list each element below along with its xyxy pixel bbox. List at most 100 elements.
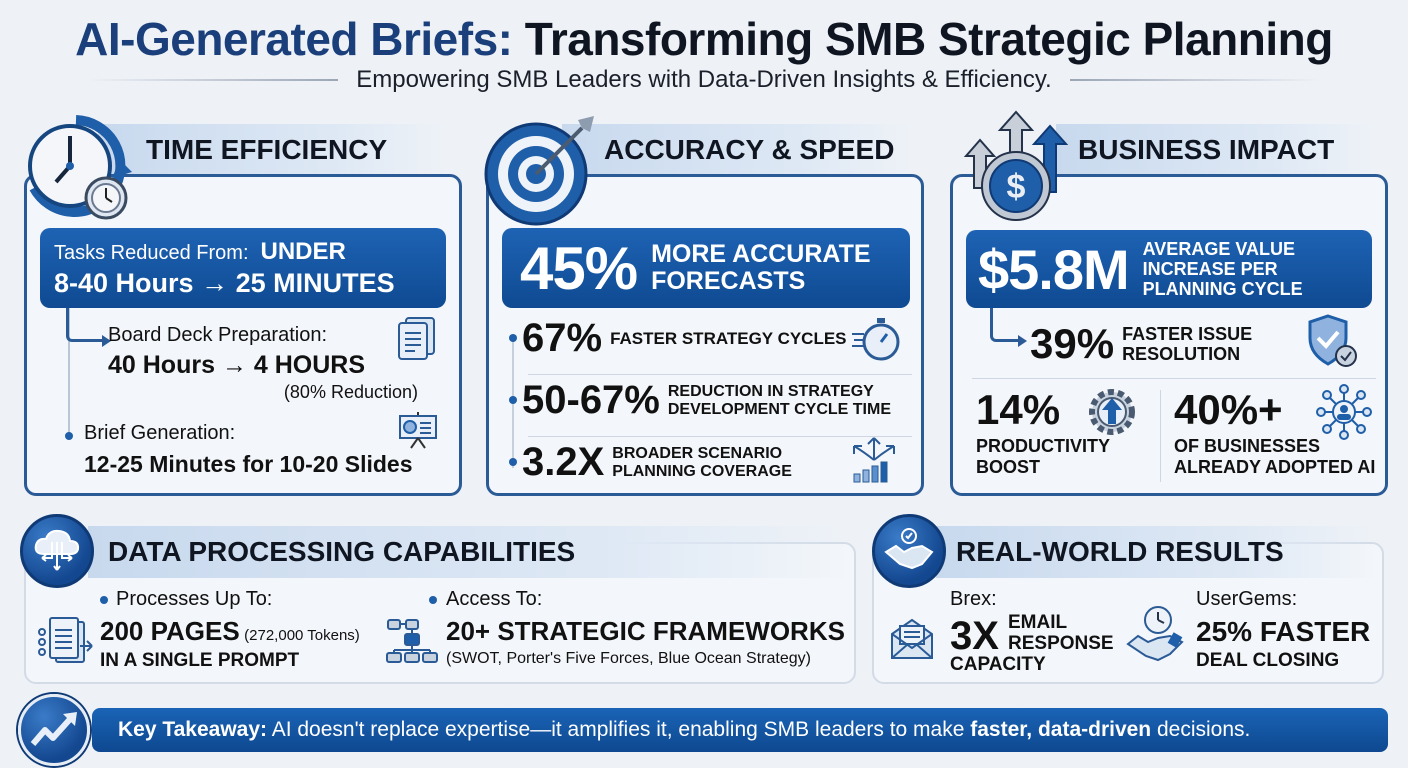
section-card <box>24 174 462 496</box>
highlight-value: 45% <box>520 234 638 302</box>
brex-label: EMAIL RESPONSE <box>1008 612 1114 654</box>
presentation-icon <box>398 412 438 455</box>
highlight-line-2: FORECASTS <box>651 267 806 295</box>
section-title: DATA PROCESSING CAPABILITIES <box>108 536 576 567</box>
highlight-from: 8-40 Hours <box>54 268 194 298</box>
frameworks-value: 20+ STRATEGIC FRAMEWORKS <box>446 616 845 646</box>
impact-highlight-box: $5.8M AVERAGE VALUE INCREASE PER PLANNIN… <box>966 230 1372 308</box>
section-header: TIME EFFICIENCY <box>98 124 448 176</box>
svg-text:$: $ <box>1007 168 1026 206</box>
section-title: TIME EFFICIENCY <box>146 134 388 165</box>
business-impact-section: BUSINESS IMPACT $ $5.8M AVERAGE VALUE IN… <box>946 100 1392 498</box>
connector-arrow-icon <box>66 308 106 342</box>
brex-label-2: RESPONSE <box>1008 633 1114 654</box>
section-header: REAL-WORLD RESULTS <box>936 526 1376 578</box>
envelope-icon <box>888 616 936 667</box>
section-title: BUSINESS IMPACT <box>1078 134 1335 165</box>
handshake-icon <box>872 514 946 588</box>
stat-label-1: REDUCTION IN STRATEGY <box>667 382 874 400</box>
divider-right <box>1069 79 1320 81</box>
bullet-icon <box>509 396 517 404</box>
accuracy-highlight-box: 45% MORE ACCURATE FORECASTS <box>502 228 910 308</box>
highlight-line-2: INCREASE PER <box>1142 259 1278 279</box>
usergems-company: UserGems: <box>1196 588 1298 610</box>
section-header: DATA PROCESSING CAPABILITIES <box>88 526 848 578</box>
data-processing-section: DATA PROCESSING CAPABILITIES Processes U… <box>18 512 858 688</box>
bullet-icon <box>509 458 517 466</box>
section-title: REAL-WORLD RESULTS <box>956 536 1284 567</box>
dollar-growth-icon: $ <box>950 100 1070 224</box>
stat-row: 3.2X BROADER SCENARIO PLANNING COVERAGE <box>522 440 792 485</box>
shield-check-icon <box>1306 314 1358 373</box>
highlight-to: 25 MINUTES <box>235 268 395 298</box>
stat-value: 14% <box>976 386 1061 433</box>
usergems-value: 25% FASTER <box>1196 616 1371 647</box>
stat-value: 39% <box>1030 320 1115 367</box>
issue-resolution-stat: 39% FASTER ISSUE RESOLUTION <box>1030 320 1252 368</box>
title-part-2: Transforming SMB Strategic Planning <box>524 13 1334 65</box>
brex-label-1: EMAIL <box>1008 612 1068 633</box>
access-label: Access To: <box>446 588 543 610</box>
board-deck-to: 4 HOURS <box>253 351 366 379</box>
board-deck-label: Board Deck Preparation: <box>108 324 328 346</box>
title-part-1: AI-Generated Briefs: <box>75 13 513 65</box>
section-header: ACCURACY & SPEED <box>562 124 914 176</box>
time-highlight-box: Tasks Reduced From: UNDER 8-40 Hours → 2… <box>40 228 446 308</box>
divider <box>972 378 1376 379</box>
section-header: BUSINESS IMPACT <box>1056 124 1376 176</box>
page-title: AI-Generated Briefs: Transforming SMB St… <box>0 12 1408 66</box>
network-icon <box>1316 384 1372 445</box>
divider <box>528 436 912 437</box>
stat-value: 3.2X <box>522 440 605 484</box>
frameworks-list: (SWOT, Porter's Five Forces, Blue Ocean … <box>446 650 811 667</box>
takeaway-emphasis: faster, data-driven <box>970 718 1152 741</box>
bullet-icon <box>429 596 437 604</box>
takeaway-text: AI doesn't replace expertise—it amplifie… <box>267 718 971 741</box>
section-title: ACCURACY & SPEED <box>604 134 895 165</box>
bullet-icon <box>100 596 108 604</box>
stat-label-2: BOOST <box>976 457 1041 477</box>
brex-value: 3X <box>950 614 999 658</box>
brief-generation-item: Brief Generation: 12-25 Minutes for 10-2… <box>84 422 454 478</box>
highlight-value: $5.8M <box>978 237 1130 301</box>
accuracy-speed-section: ACCURACY & SPEED 45% MORE ACCURATE FOREC… <box>482 112 928 498</box>
usergems-label: DEAL CLOSING <box>1196 650 1340 671</box>
bullet-icon <box>509 334 517 342</box>
clock-icon <box>20 112 132 224</box>
takeaway-text-end: decisions. <box>1151 718 1251 741</box>
stat-label: FASTER STRATEGY CYCLES <box>610 328 847 348</box>
stat-value: 40%+ <box>1174 386 1283 433</box>
brief-generation-value: 12-25 Minutes for 10-20 Slides <box>84 451 413 477</box>
highlight-label: Tasks Reduced From: <box>54 242 249 264</box>
stat-value: 67% <box>522 316 603 360</box>
stopwatch-icon <box>852 316 900 367</box>
adoption-stat: 40%+ OF BUSINESSES ALREADY ADOPTED AI <box>1174 386 1375 478</box>
documents-icon <box>36 616 96 675</box>
key-takeaway-banner: Key Takeaway: AI doesn't replace experti… <box>92 708 1388 752</box>
arrow-head-icon <box>102 335 111 347</box>
arrow-icon: → <box>221 351 247 379</box>
connector-arrow-icon <box>990 308 1020 342</box>
pages-value: 200 PAGES (272,000 Tokens) <box>100 616 360 647</box>
highlight-prefix: UNDER <box>260 238 346 265</box>
vertical-divider <box>1160 390 1161 482</box>
page-subtitle: Empowering SMB Leaders with Data-Driven … <box>356 66 1052 93</box>
document-icon <box>396 316 438 367</box>
divider-left <box>88 79 339 81</box>
gear-arrow-icon <box>1086 386 1138 443</box>
highlight-line-1: MORE ACCURATE <box>651 240 871 268</box>
stat-label-1: PRODUCTIVITY <box>976 436 1111 456</box>
growth-chart-icon <box>848 432 900 489</box>
board-deck-from: 40 Hours <box>108 351 215 379</box>
arrow-icon: → <box>201 268 229 298</box>
stat-row: 50-67% REDUCTION IN STRATEGY DEVELOPMENT… <box>522 378 891 423</box>
stat-row: 67% FASTER STRATEGY CYCLES <box>522 316 847 361</box>
stat-label-1: FASTER ISSUE <box>1122 324 1253 344</box>
cloud-data-icon <box>20 514 94 588</box>
bullet-icon <box>65 432 73 440</box>
board-deck-note: (80% Reduction) <box>283 382 418 402</box>
handshake-clock-icon <box>1126 604 1186 669</box>
time-efficiency-section: TIME EFFICIENCY Tasks Reduced From: UNDE… <box>18 112 464 498</box>
section-card <box>486 174 924 496</box>
stat-label-2: PLANNING COVERAGE <box>612 462 792 480</box>
